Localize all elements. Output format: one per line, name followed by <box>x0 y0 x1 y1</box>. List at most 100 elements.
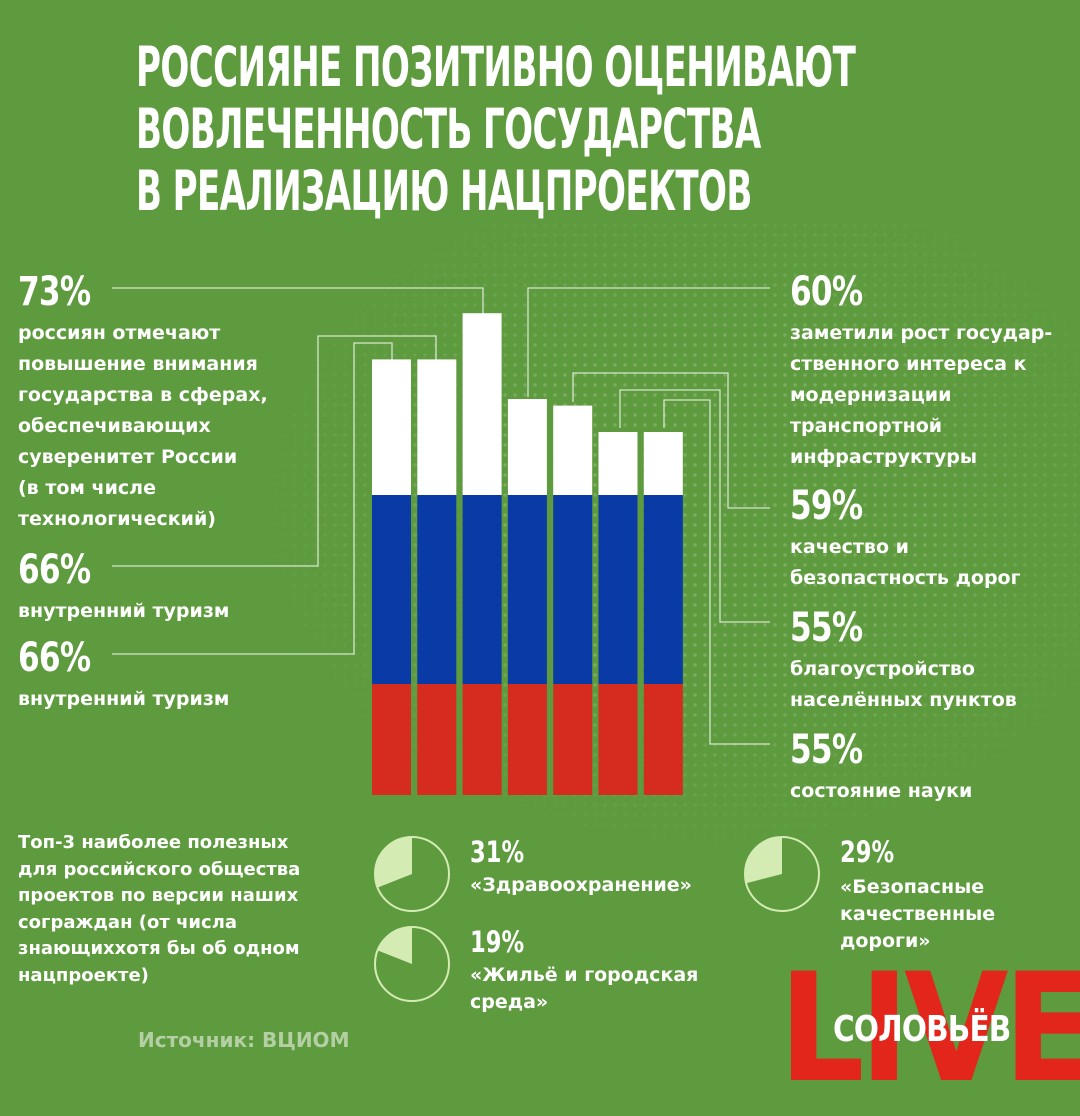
stat-percent: 73% <box>18 269 91 315</box>
bar-white-segment <box>507 399 547 495</box>
bar-white-segment <box>372 359 411 495</box>
stat-percent: 55% <box>790 727 863 773</box>
stat-description-line: транспортной <box>790 415 943 437</box>
stat-tourism-2: 66% внутренний туризм <box>18 636 229 715</box>
stat-description-line: благоустройство <box>790 658 975 680</box>
chart-bar <box>598 432 638 795</box>
chart-bar <box>643 432 683 795</box>
stat-percent: 60% <box>790 269 863 315</box>
chart-bar <box>462 313 502 795</box>
pie-label-line: «Безопасные <box>840 876 985 898</box>
pie-label-line: качественные <box>840 903 996 925</box>
source-note: Источник: ВЦИОМ <box>138 1028 350 1052</box>
stat-description-line: населённых пунктов <box>790 689 1017 711</box>
stat-description-line: технологический) <box>18 508 216 530</box>
stat-description-line: безопастность дорог <box>790 567 1021 589</box>
bar-red-segment <box>643 684 683 795</box>
stat-description-line: повышение внимания <box>18 353 258 375</box>
bar-red-segment <box>372 684 411 795</box>
bar-blue-segment <box>553 495 593 684</box>
stat-description-line: суверенитет России <box>18 446 238 468</box>
stat-percent: 59% <box>790 483 863 529</box>
bar-white-segment <box>462 313 502 495</box>
top3-item-housing: 19% «Жильё и городская среда» <box>372 924 732 1024</box>
stat-percent: 66% <box>18 547 91 593</box>
stat-percent: 55% <box>790 605 863 651</box>
pie-percent: 31% <box>470 835 525 869</box>
bar-blue-segment <box>507 495 547 684</box>
bar-red-segment <box>462 684 502 795</box>
pie-slice <box>377 927 412 964</box>
stat-science: 55% состояние науки <box>790 728 972 807</box>
stat-percent: 66% <box>18 635 91 681</box>
top3-heading-line: Топ-3 наиболее полезных <box>18 832 289 853</box>
bar-blue-segment <box>417 495 457 684</box>
stat-improvement: 55% благоустройство населённых пунктов <box>790 606 1017 716</box>
stat-description-line: состояние науки <box>790 780 973 802</box>
top3-item-health: 31% «Здравоохранение» <box>372 834 732 924</box>
top3-heading-line: нацпроекте) <box>18 964 149 986</box>
pie-percent: 19% <box>470 925 525 959</box>
bar-white-segment <box>417 359 457 495</box>
stat-tourism-1: 66% внутренний туризм <box>18 548 229 627</box>
logo-live-text: LIVE <box>778 942 1080 1116</box>
pie-label: «Здравоохранение» <box>470 872 692 899</box>
bar-white-segment <box>553 405 593 495</box>
stat-description-line: качество и <box>790 536 909 558</box>
chart-bar <box>507 399 547 795</box>
callout-leader-lines <box>112 287 770 745</box>
bar-blue-segment <box>462 495 502 684</box>
top3-heading: Топ-3 наиболее полезных для российского … <box>18 830 300 989</box>
bar-red-segment <box>553 684 593 795</box>
stat-description: качество и безопастность дорог <box>790 532 1021 594</box>
stat-description-line: россиян отмечают <box>18 322 221 344</box>
bar-blue-segment <box>372 495 411 684</box>
stat-description-line: инфраструктуры <box>790 446 978 468</box>
stat-description-line: ственного интереса к <box>790 353 1027 375</box>
chart-bar <box>553 405 593 795</box>
pie-label-line: «Жильё и городская <box>470 964 699 986</box>
pie-chart-icon <box>374 926 450 1002</box>
bar-blue-segment <box>643 495 683 684</box>
logo-name-text: СОЛОВЬЁВ <box>833 1009 1011 1050</box>
top3-heading-line: проектов по версии наших <box>18 885 299 906</box>
stat-description: состояние науки <box>790 776 972 807</box>
pie-label-line: дороги» <box>840 930 931 952</box>
bar-red-segment <box>507 684 547 795</box>
bar-chart <box>372 313 683 795</box>
title-line: ВОВЛЕЧЕННОСТЬ ГОСУДАРСТВА <box>136 97 761 161</box>
chart-bar <box>372 359 411 795</box>
stat-description: внутренний туризм <box>18 596 229 627</box>
pie-chart-icon <box>744 836 820 912</box>
stat-description: заметили рост государ- ственного интерес… <box>790 318 1052 473</box>
stat-roads: 59% качество и безопастность дорог <box>790 484 1021 594</box>
chart-bar <box>417 359 457 795</box>
stat-description-line: внутренний туризм <box>18 600 230 622</box>
bar-white-segment <box>598 432 638 495</box>
stat-description-line: модернизации <box>790 384 952 406</box>
bar-white-segment <box>643 432 683 495</box>
stat-description: внутренний туризм <box>18 684 229 715</box>
bar-red-segment <box>598 684 638 795</box>
pie-label: «Безопасные качественные дороги» <box>840 874 995 955</box>
title-line: В РЕАЛИЗАЦИЮ НАЦПРОЕКТОВ <box>136 159 752 223</box>
stat-description-line: заметили рост государ- <box>790 322 1053 344</box>
stat-description: благоустройство населённых пунктов <box>790 654 1017 716</box>
stat-sovereignty: 73% россиян отмечают повышение внимания … <box>18 270 268 535</box>
pie-slice <box>744 837 782 884</box>
stat-description: россиян отмечают повышение внимания госу… <box>18 318 268 535</box>
pie-label-line: среда» <box>470 991 549 1013</box>
bar-blue-segment <box>598 495 638 684</box>
top3-heading-line: для российского общества <box>18 858 301 880</box>
pie-percent: 29% <box>840 835 895 869</box>
top3-heading-line: знающиххотя бы об одном <box>18 938 300 959</box>
stat-description-line: внутренний туризм <box>18 688 230 710</box>
pie-label: «Жильё и городская среда» <box>470 962 698 1016</box>
stat-description-line: обеспечивающих <box>18 415 211 437</box>
stat-transport: 60% заметили рост государ- ственного инт… <box>790 270 1052 473</box>
stat-description-line: (в том числе <box>18 477 156 499</box>
top3-heading-line: сограждан (от числа <box>18 911 238 933</box>
pie-slice <box>375 837 412 888</box>
bar-red-segment <box>417 684 457 795</box>
top3-item-roads: 29% «Безопасные качественные дороги» <box>742 834 1042 964</box>
